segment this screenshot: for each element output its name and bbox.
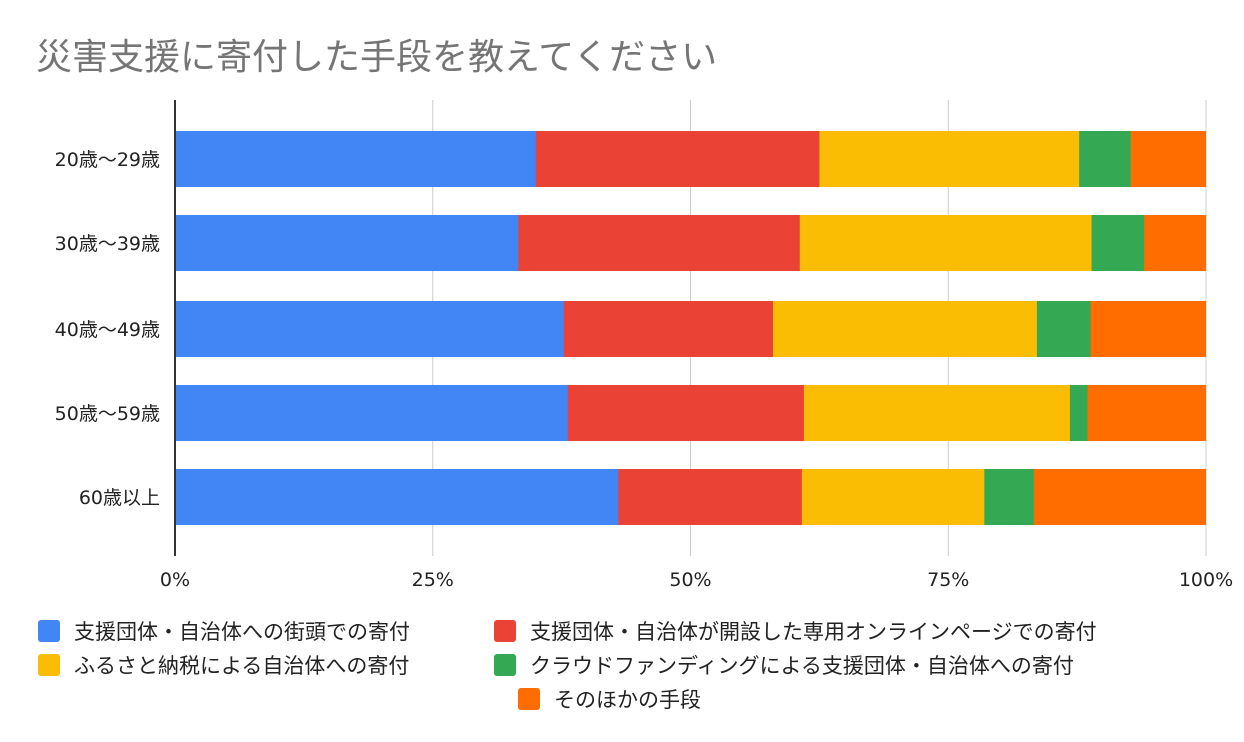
y-axis-labels: 20歳〜29歳 30歳〜39歳 40歳〜49歳 50歳〜59歳 60歳以上 [55,149,160,509]
x-axis-labels: 0% 25% 50% 75% 100% [160,569,1233,591]
bar-segment [984,469,1035,525]
bar-segment [1090,301,1206,357]
bar-segment [1033,469,1206,525]
bar-segment [567,385,805,441]
bar-segment [1079,131,1132,187]
bar-segment [535,131,820,187]
y-tick-label: 20歳〜29歳 [55,149,160,171]
x-tick-label: 0% [160,569,190,591]
bar-segment [175,469,619,525]
bar-segment [175,301,565,357]
y-tick-label: 50歳〜59歳 [55,403,160,425]
bar-segment [563,301,774,357]
bar-segment [1144,215,1206,271]
y-tick-label: 30歳〜39歳 [55,233,160,255]
bar-segment [175,385,569,441]
bar-segment [1091,215,1145,271]
bar-segment [518,215,801,271]
x-tick-label: 75% [927,569,969,591]
x-tick-label: 100% [1179,569,1233,591]
bar-segment [1069,385,1088,441]
bar-segment [175,215,519,271]
bar-segment [799,215,1093,271]
bar-segment [772,301,1038,357]
bar-segment [1130,131,1206,187]
y-tick-label: 40歳〜49歳 [55,319,160,341]
chart-title: 災害支援に寄付した手段を教えてください [36,37,718,78]
bar-segment [819,131,1080,187]
bar-segment [801,469,985,525]
bar-segment [1087,385,1206,441]
x-tick-label: 50% [669,569,711,591]
bar-segment [803,385,1071,441]
bar-segment [175,131,537,187]
bars [175,131,1206,525]
x-tick-label: 25% [412,569,454,591]
y-tick-label: 60歳以上 [79,487,160,509]
bar-segment [618,469,803,525]
bar-segment [1036,301,1092,357]
